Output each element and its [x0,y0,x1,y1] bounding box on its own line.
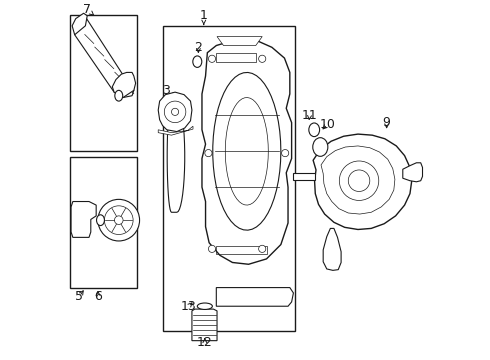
Text: 9: 9 [383,116,391,129]
Circle shape [208,55,216,62]
Text: 6: 6 [94,290,102,303]
Circle shape [98,199,140,241]
Text: 3: 3 [162,84,175,98]
Ellipse shape [309,123,319,136]
Ellipse shape [193,56,202,67]
Circle shape [115,216,123,225]
Text: 5: 5 [75,290,83,303]
Polygon shape [167,101,185,212]
Circle shape [282,149,289,157]
Text: 7: 7 [83,3,94,16]
Polygon shape [216,288,294,306]
Text: 4: 4 [163,105,174,118]
Circle shape [259,245,266,252]
Circle shape [172,108,179,116]
Polygon shape [195,317,215,338]
Polygon shape [72,13,87,35]
Polygon shape [158,126,193,135]
Ellipse shape [313,138,328,156]
Polygon shape [74,17,134,98]
Polygon shape [217,37,262,45]
Text: 2: 2 [195,41,202,54]
Polygon shape [294,173,315,180]
Text: 13: 13 [181,300,196,313]
Ellipse shape [97,215,104,226]
Text: 11: 11 [302,109,318,122]
Polygon shape [323,228,341,270]
Ellipse shape [115,90,122,101]
Text: 1: 1 [200,9,208,24]
Ellipse shape [197,303,212,310]
Circle shape [208,245,216,252]
Text: 8: 8 [115,80,123,93]
Polygon shape [158,92,192,132]
Text: 10: 10 [319,118,336,131]
Polygon shape [192,309,217,341]
Polygon shape [202,40,292,264]
Circle shape [259,55,266,62]
Circle shape [205,149,212,157]
Polygon shape [71,202,96,237]
Text: 12: 12 [197,336,213,348]
Polygon shape [403,163,422,182]
Polygon shape [112,72,136,98]
Polygon shape [313,134,412,229]
